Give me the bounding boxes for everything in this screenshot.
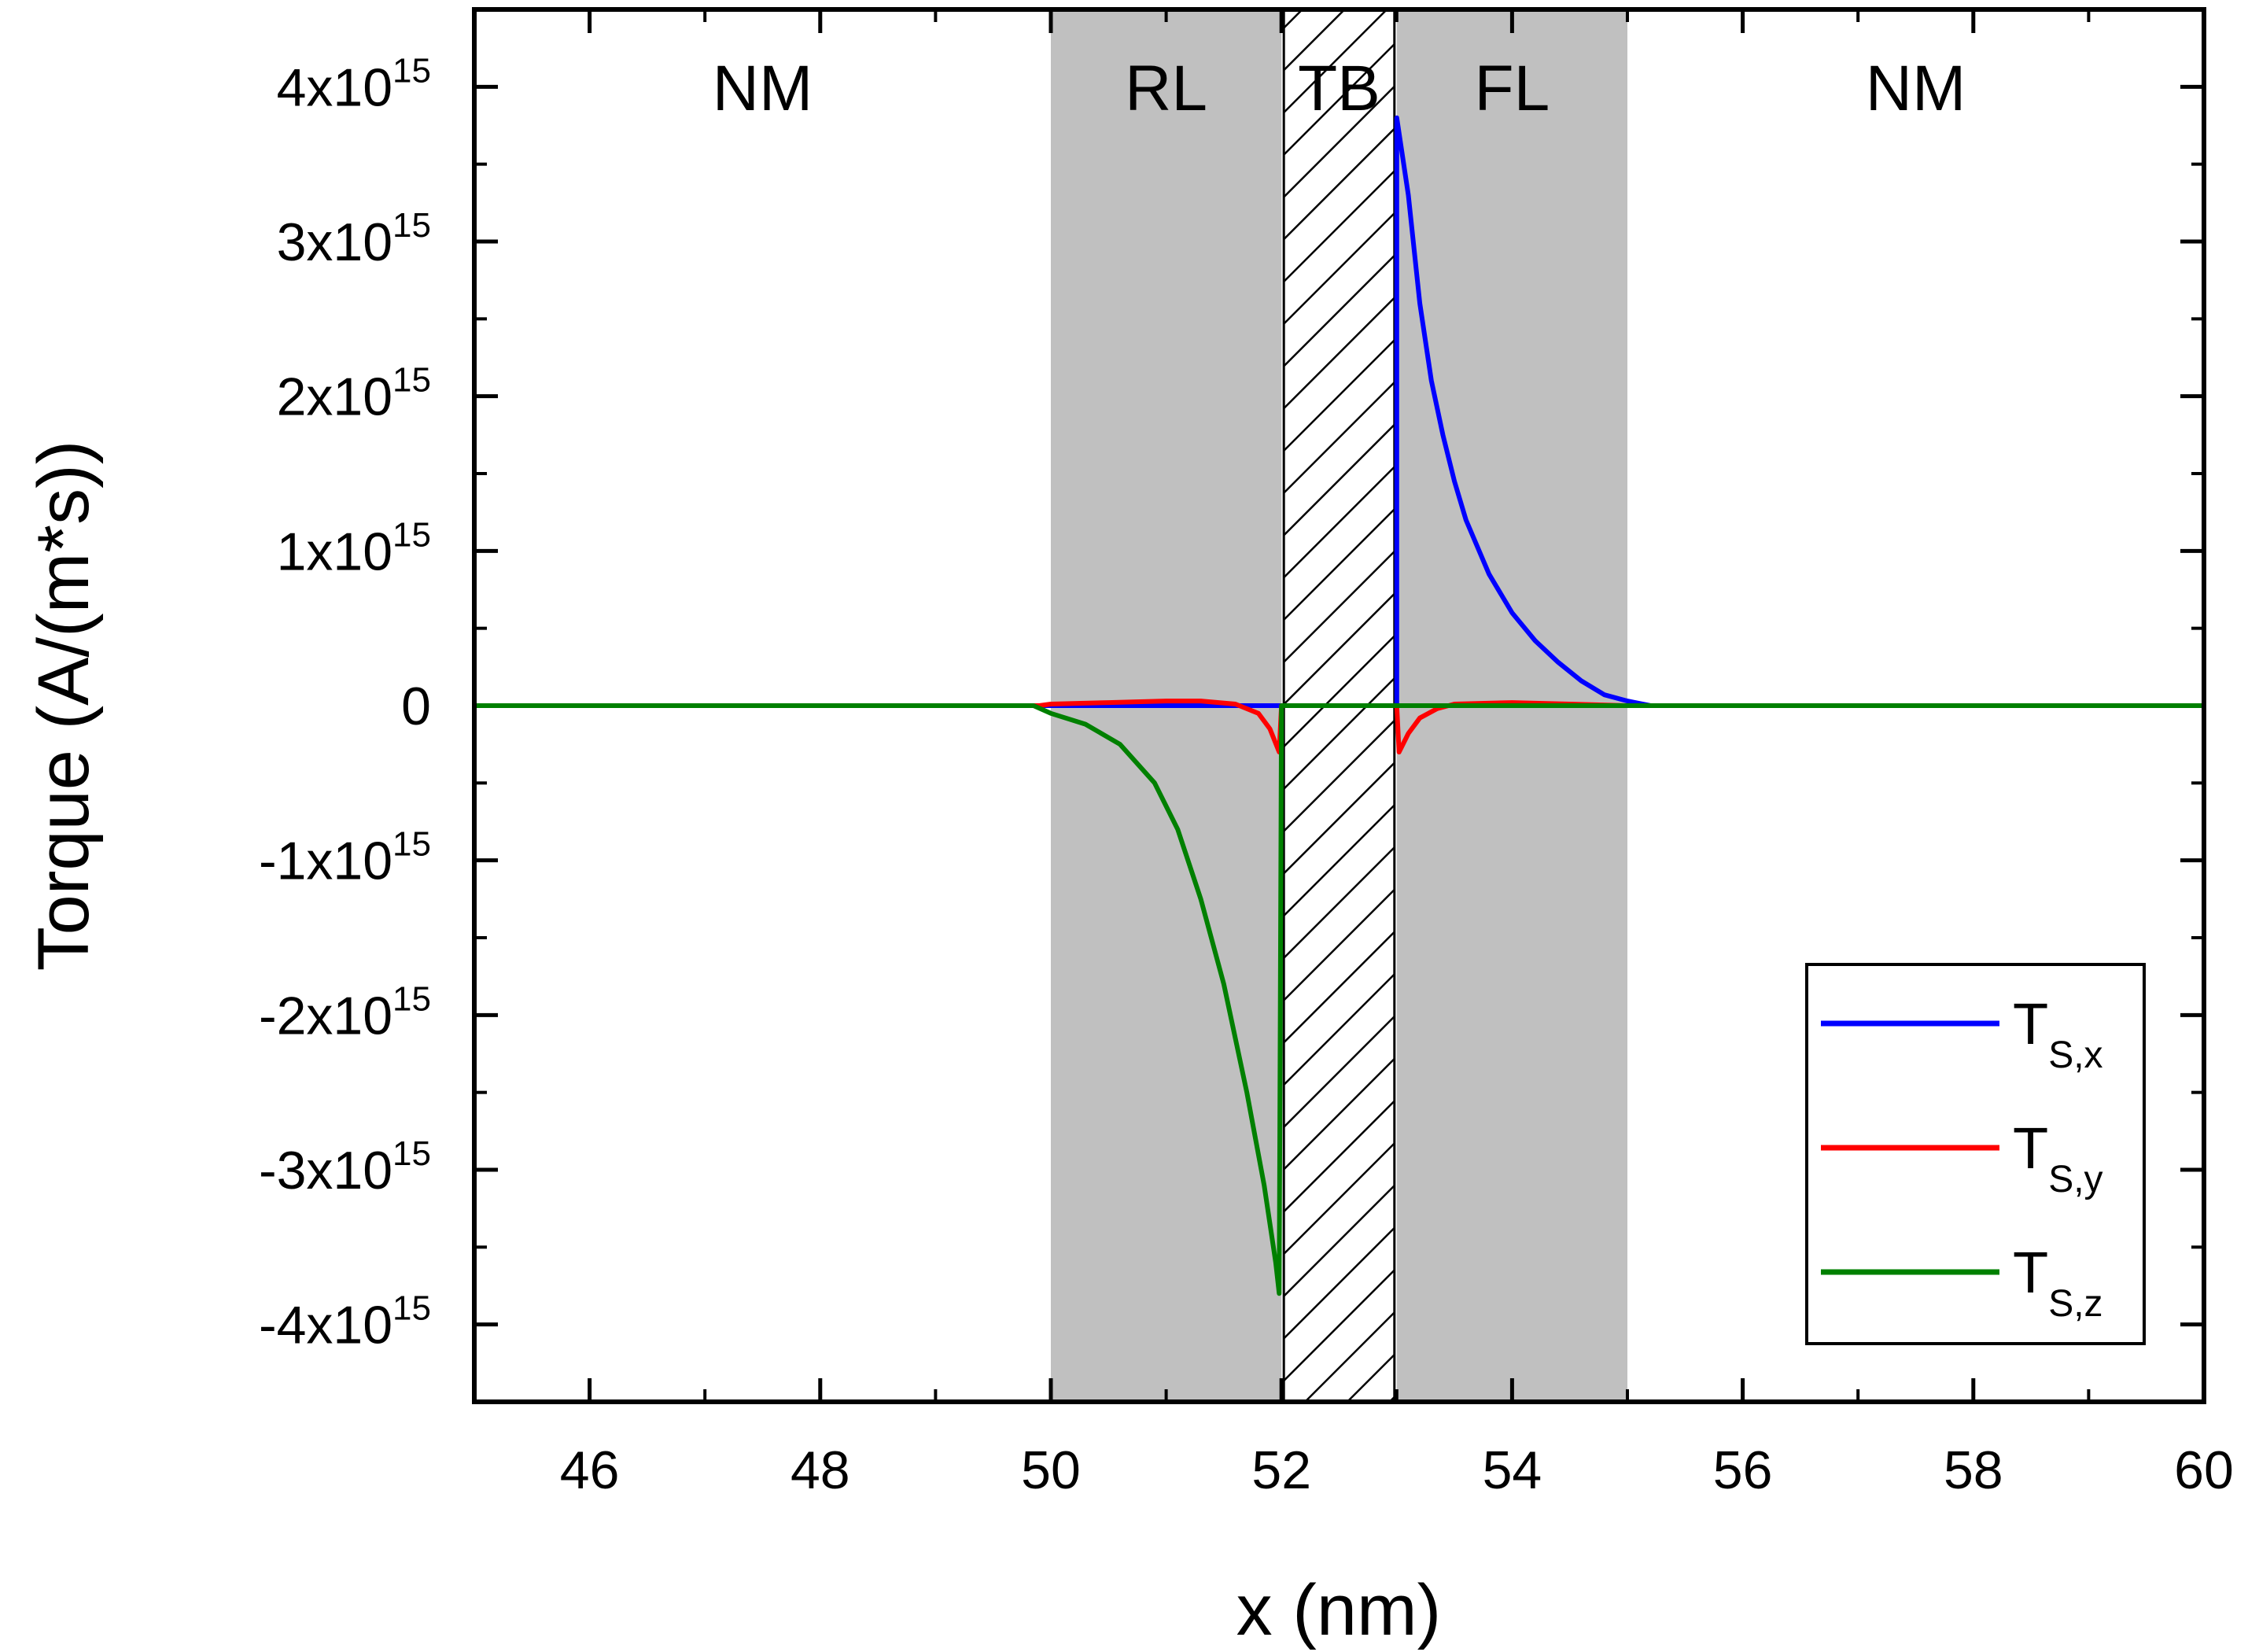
y-tick-label-3: 1x1015 bbox=[277, 515, 431, 581]
region-label-rl-1: RL bbox=[1125, 53, 1207, 124]
region-label-nm-4: NM bbox=[1866, 53, 1966, 124]
y-tick-exponent-6: 15 bbox=[392, 979, 431, 1018]
y-tick-label-2: 2x1015 bbox=[277, 361, 431, 427]
y-tick-exponent-0: 15 bbox=[392, 51, 431, 90]
plot-frame bbox=[472, 7, 2206, 1404]
legend-subscript-s-z: S,z bbox=[2048, 1283, 2102, 1325]
x-tick-label-46: 46 bbox=[560, 1440, 620, 1500]
y-tick-label-4: 0 bbox=[401, 677, 431, 736]
y-tick-label-1: 3x1015 bbox=[277, 206, 431, 272]
x-tick-label-56: 56 bbox=[1713, 1440, 1773, 1500]
x-tick-label-60: 60 bbox=[2174, 1440, 2234, 1500]
y-tick-label-6: -2x1015 bbox=[259, 979, 431, 1045]
y-tick-exponent-1: 15 bbox=[392, 206, 431, 245]
y-tick-exponent-8: 15 bbox=[392, 1289, 431, 1328]
legend-box bbox=[1805, 963, 2146, 1345]
x-tick-label-54: 54 bbox=[1483, 1440, 1542, 1500]
series-line-s-x bbox=[474, 115, 2204, 708]
layer-labels: NM RL TB FL NM bbox=[713, 53, 1966, 124]
legend-subscript-s-x: S,x bbox=[2048, 1034, 2102, 1076]
series-line-s-z bbox=[474, 703, 2204, 1296]
legend-subscript-s-y: S,y bbox=[2048, 1159, 2102, 1200]
y-tick-label-5: -1x1015 bbox=[259, 825, 431, 891]
x-tick-label-50: 50 bbox=[1021, 1440, 1081, 1500]
layer-ticks: 46 48 50 52 54 56 58 60 4x1015 3x1015 2x1015 1x1015… bbox=[259, 8, 2234, 1500]
legend: TS,xTS,yTS,z bbox=[1805, 963, 2146, 1345]
region-label-nm-0: NM bbox=[713, 53, 813, 124]
y-axis-title: Torque (A/(m*s)) bbox=[24, 441, 104, 972]
x-axis-title: x (nm) bbox=[1236, 1570, 1442, 1650]
region-label-fl-3: FL bbox=[1475, 53, 1550, 124]
y-tick-label-8: -4x1015 bbox=[259, 1289, 431, 1355]
y-tick-exponent-3: 15 bbox=[392, 515, 431, 554]
y-tick-exponent-5: 15 bbox=[392, 825, 431, 864]
y-tick-exponent-7: 15 bbox=[392, 1134, 431, 1173]
y-tick-label-0: 4x1015 bbox=[277, 51, 431, 117]
x-tick-label-58: 58 bbox=[1944, 1440, 2003, 1500]
y-tick-exponent-2: 15 bbox=[392, 361, 431, 400]
region-label-tb-2: TB bbox=[1298, 53, 1380, 124]
y-tick-label-7: -3x1015 bbox=[259, 1134, 431, 1200]
x-tick-label-48: 48 bbox=[790, 1440, 850, 1500]
x-tick-label-52: 52 bbox=[1251, 1440, 1311, 1500]
layer-series bbox=[474, 115, 2204, 1296]
